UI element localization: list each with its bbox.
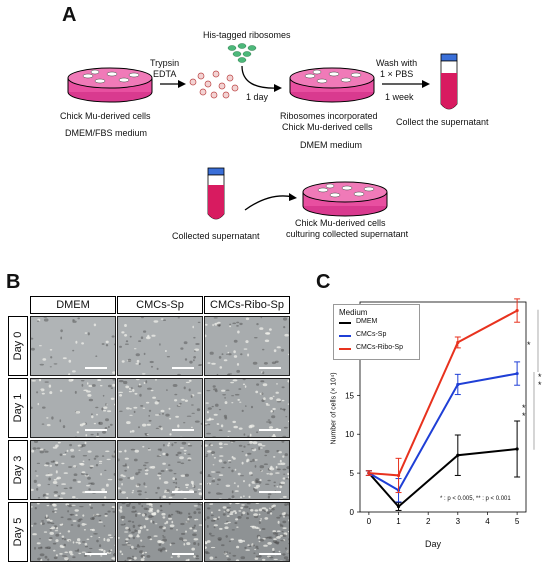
y-tick-label: 15 — [345, 391, 354, 400]
micrograph-day5-cmcs-sp — [117, 502, 203, 562]
data-point-dmem — [396, 504, 401, 509]
micrograph-day5-cmcs-ribo-sp — [204, 502, 290, 562]
column-header-dmem: DMEM — [30, 296, 116, 314]
y-tick-label: 5 — [350, 469, 355, 478]
scale-bar — [172, 429, 194, 431]
column-header-cmcs-sp: CMCs-Sp — [117, 296, 203, 314]
legend-label-cmcs-sp: CMCs-Sp — [356, 331, 387, 338]
legend-label-dmem: DMEM — [356, 318, 378, 325]
label-1-day: 1 day — [246, 92, 269, 102]
series-line-cmcs-sp — [368, 372, 518, 492]
scale-bar — [259, 367, 281, 369]
label-his-ribosomes: His-tagged ribosomes — [203, 30, 291, 40]
row-label-day1: Day 1 — [8, 378, 28, 438]
micrograph-day0-cmcs-ribo-sp — [204, 316, 290, 376]
label-culturing-2: culturing collected supernatant — [286, 229, 409, 239]
scale-bar — [172, 367, 194, 369]
culture-dish-1 — [67, 67, 153, 103]
data-point-dmem — [456, 453, 460, 457]
label-dmem-fbs: DMEM/FBS medium — [65, 128, 148, 138]
legend-label-cmcs-ribo-sp: CMCs-Ribo-Sp — [356, 344, 404, 351]
x-axis-label: Day — [425, 539, 442, 549]
x-tick-label: 0 — [367, 517, 372, 526]
x-tick-label: 5 — [515, 517, 520, 526]
sig-star-2: * — [538, 372, 542, 382]
scale-bar — [259, 491, 281, 493]
collection-tube-2 — [207, 167, 225, 220]
micrograph-day3-dmem — [30, 440, 116, 500]
scale-bar — [259, 553, 281, 555]
scale-bar — [85, 491, 107, 493]
arrow-culture — [244, 195, 294, 211]
x-tick-label: 1 — [396, 517, 401, 526]
micrograph-grid: DMEM CMCs-Sp CMCs-Ribo-Sp Day 0 Day 1 Da… — [8, 296, 308, 564]
legend-swatch-cmcs-ribo-sp — [339, 348, 351, 350]
series-line-cmcs-ribo-sp — [368, 309, 518, 477]
micrograph-day5-dmem — [30, 502, 116, 562]
label-chick-cells: Chick Mu-derived cells — [60, 111, 151, 121]
micrograph-day1-cmcs-sp — [117, 378, 203, 438]
label-culturing-1: Chick Mu-derived cells — [295, 218, 386, 228]
micrograph-day3-cmcs-sp — [117, 440, 203, 500]
culture-dish-2 — [289, 67, 375, 103]
data-point-cmcs-ribo-sp — [456, 340, 460, 345]
label-collected-sup: Collected supernatant — [172, 231, 260, 241]
series-line-dmem — [368, 448, 518, 509]
data-point-dmem — [515, 447, 519, 451]
row-label-day5: Day 5 — [8, 502, 28, 562]
y-tick-label: 0 — [350, 508, 355, 517]
data-point-cmcs-sp — [456, 382, 460, 387]
label-ribo-incorporated: Ribosomes incorporated — [280, 111, 378, 121]
trypsinized-cells — [189, 70, 239, 99]
panel-a-letter: A — [62, 4, 77, 26]
scale-bar — [172, 491, 194, 493]
significance-footnote: * : p < 0.005, ** : p < 0.001 — [440, 496, 511, 502]
scale-bar — [85, 367, 107, 369]
panel-c-letter: C — [316, 271, 331, 293]
label-collect-sup: Collect the supernatant — [396, 117, 489, 127]
y-tick-label: 10 — [345, 430, 354, 439]
label-trypsin: Trypsin — [150, 58, 180, 68]
data-point-cmcs-ribo-sp — [515, 308, 519, 313]
plot-frame — [359, 301, 527, 513]
row-label-day3: Day 3 — [8, 440, 28, 500]
sig-star-4: * — [522, 403, 526, 413]
culture-dish-3 — [302, 181, 388, 217]
legend-swatch-cmcs-sp — [339, 335, 351, 337]
micrograph-day0-dmem — [30, 316, 116, 376]
collection-tube-1 — [440, 53, 458, 110]
ribosome-cluster — [227, 43, 257, 63]
sig-star-1: * — [527, 340, 531, 350]
y-axis-label: Number of cells (× 10⁴) — [330, 372, 338, 445]
legend-swatch-dmem — [339, 322, 351, 324]
label-wash: Wash with — [376, 58, 418, 68]
micrograph-day1-dmem — [30, 378, 116, 438]
x-tick-label: 2 — [426, 517, 431, 526]
row-label-day0: Day 0 — [8, 316, 28, 376]
chart-legend: Medium DMEM CMCs-Sp CMCs-Ribo-Sp — [333, 304, 420, 360]
legend-title: Medium — [339, 308, 368, 317]
label-1-week: 1 week — [385, 92, 414, 102]
scale-bar — [172, 553, 194, 555]
data-point-cmcs-sp — [515, 371, 519, 376]
sig-star-3: * — [538, 380, 542, 390]
label-pbs: 1 × PBS — [380, 69, 414, 79]
column-header-cmcs-ribo-sp: CMCs-Ribo-Sp — [204, 296, 290, 314]
micrograph-day0-cmcs-sp — [117, 316, 203, 376]
x-tick-label: 4 — [485, 517, 490, 526]
micrograph-day1-cmcs-ribo-sp — [204, 378, 290, 438]
data-point-cmcs-ribo-sp — [367, 471, 371, 475]
sig-star-5: * — [522, 411, 526, 421]
label-edta: EDTA — [153, 69, 177, 79]
scale-bar — [85, 429, 107, 431]
x-tick-label: 3 — [456, 517, 461, 526]
scale-bar — [85, 553, 107, 555]
label-dmem: DMEM medium — [300, 140, 363, 150]
label-ribo-cells: Chick Mu-derived cells — [282, 122, 373, 132]
panel-a-diagram — [67, 43, 458, 220]
data-point-cmcs-ribo-sp — [396, 473, 401, 478]
micrograph-day3-cmcs-ribo-sp — [204, 440, 290, 500]
scale-bar — [259, 429, 281, 431]
panel-b-letter: B — [6, 271, 21, 293]
